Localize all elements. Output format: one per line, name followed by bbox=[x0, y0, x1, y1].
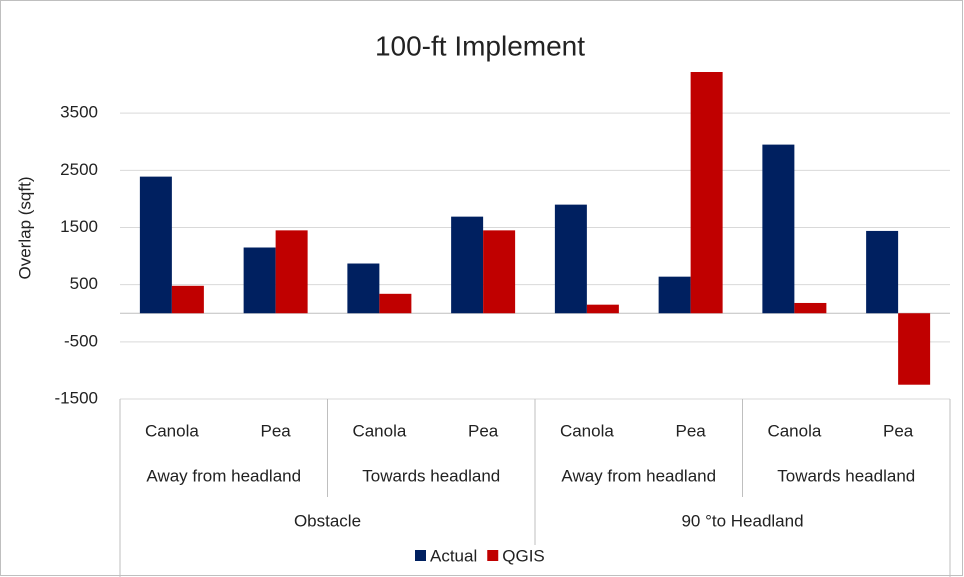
bar bbox=[794, 302, 827, 314]
bar bbox=[866, 230, 899, 314]
x-tick-label: Canola bbox=[145, 421, 199, 440]
bar bbox=[347, 263, 380, 314]
x-tick-label: Canola bbox=[352, 421, 406, 440]
x-tick-label: Pea bbox=[261, 421, 292, 440]
group-label: Obstacle bbox=[294, 511, 361, 530]
bar bbox=[451, 216, 484, 314]
y-tick-label: 2500 bbox=[60, 160, 98, 179]
y-tick-label: 500 bbox=[70, 274, 98, 293]
legend-label: QGIS bbox=[502, 546, 545, 565]
y-tick-label: 1500 bbox=[60, 217, 98, 236]
group-label: 90 °to Headland bbox=[681, 511, 803, 530]
bar bbox=[379, 293, 412, 314]
x-tick-label: Canola bbox=[560, 421, 614, 440]
x-tick-label: Canola bbox=[767, 421, 821, 440]
y-tick-label: -1500 bbox=[55, 388, 98, 407]
y-axis-label: Overlap (sqft) bbox=[15, 177, 34, 280]
subgroup-label: Towards headland bbox=[777, 466, 915, 485]
subgroup-label: Towards headland bbox=[362, 466, 500, 485]
legend-swatch bbox=[415, 550, 426, 561]
bar bbox=[586, 304, 619, 314]
subgroup-label: Away from headland bbox=[146, 466, 301, 485]
bar bbox=[275, 230, 308, 314]
subgroup-label: Away from headland bbox=[561, 466, 716, 485]
bar bbox=[171, 285, 204, 314]
bar bbox=[243, 247, 276, 314]
legend-label: Actual bbox=[430, 546, 477, 565]
bar bbox=[554, 204, 587, 314]
bar bbox=[658, 276, 691, 314]
x-tick-label: Pea bbox=[883, 421, 914, 440]
bar bbox=[483, 230, 516, 314]
bar bbox=[762, 144, 795, 314]
y-tick-label: -500 bbox=[64, 331, 98, 350]
x-tick-label: Pea bbox=[468, 421, 499, 440]
y-tick-label: 3500 bbox=[60, 103, 98, 122]
bar bbox=[139, 176, 172, 314]
bar bbox=[690, 72, 723, 314]
x-tick-label: Pea bbox=[676, 421, 707, 440]
bar bbox=[898, 313, 931, 385]
legend-swatch bbox=[487, 550, 499, 561]
chart-title: 100-ft Implement bbox=[375, 30, 585, 61]
